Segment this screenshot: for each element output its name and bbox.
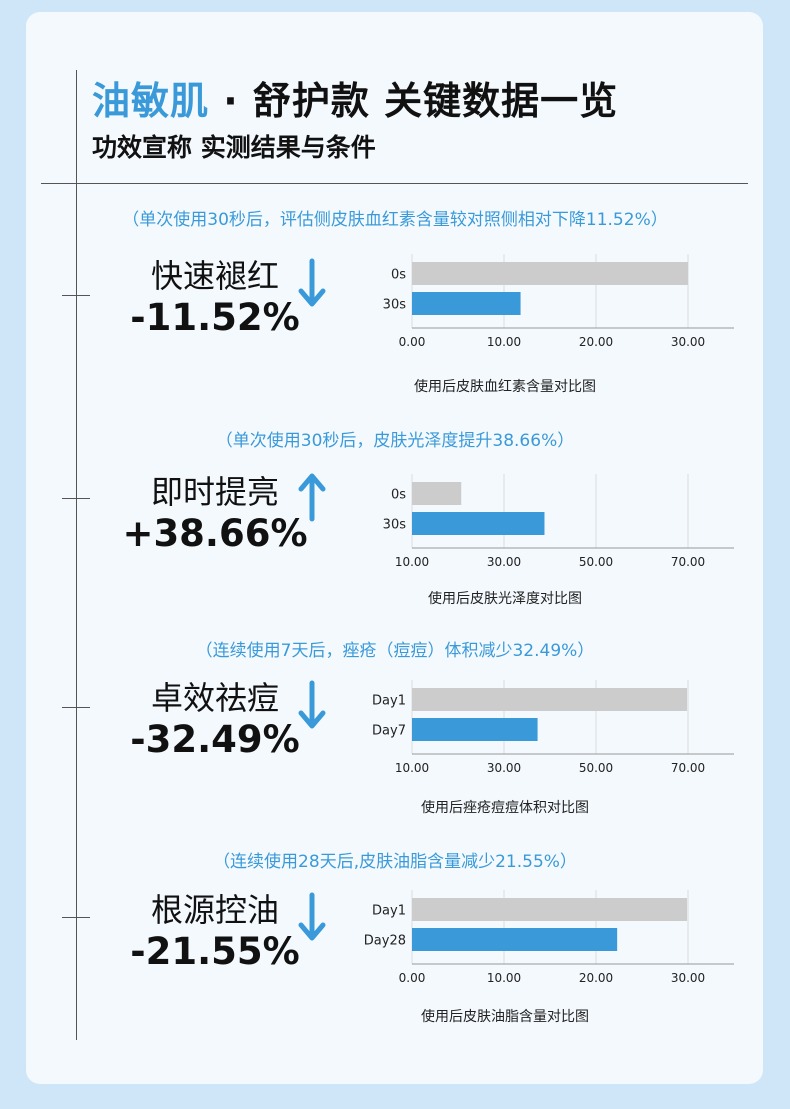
x-tick-label: 30.00 bbox=[671, 335, 705, 349]
timeline-tick bbox=[62, 295, 90, 296]
x-tick-label: 20.00 bbox=[579, 971, 613, 985]
x-tick-label: 20.00 bbox=[579, 335, 613, 349]
category-label: Day1 bbox=[372, 694, 406, 709]
category-label: 0s bbox=[391, 268, 406, 283]
bar bbox=[412, 928, 618, 951]
claim-block: 即时提亮 +38.66% bbox=[120, 472, 310, 556]
claim-title: 快速褪红 bbox=[150, 257, 279, 295]
category-label: Day1 bbox=[372, 904, 406, 919]
claim-title: 根源控油 bbox=[150, 891, 279, 929]
claim-value: -21.55% bbox=[130, 930, 300, 973]
x-tick-label: 0.00 bbox=[399, 335, 426, 349]
up-arrow-icon bbox=[298, 473, 326, 522]
claim-value: -32.49% bbox=[130, 718, 300, 761]
timeline-tick bbox=[62, 498, 90, 499]
x-tick-label: 0.00 bbox=[399, 971, 426, 985]
category-label: Day28 bbox=[364, 934, 406, 949]
x-tick-label: 70.00 bbox=[671, 761, 705, 775]
x-tick-label: 70.00 bbox=[671, 555, 705, 569]
page-title: 油敏肌 · 舒护款 关键数据一览 bbox=[92, 70, 618, 125]
chart-caption: 使用后皮肤油脂含量对比图 bbox=[421, 1009, 589, 1025]
bar-chart: 0.00 10.00 20.00 30.00 0s 30s bbox=[383, 254, 734, 349]
claim-value: +38.66% bbox=[122, 512, 308, 555]
bar bbox=[412, 688, 688, 711]
x-tick-label: 30.00 bbox=[671, 971, 705, 985]
bar-chart: 10.00 30.00 50.00 70.00 0s 30s bbox=[383, 474, 734, 569]
x-tick-label: 30.00 bbox=[487, 555, 521, 569]
claim-block: 根源控油 -21.55% bbox=[120, 890, 310, 974]
section-note: （连续使用7天后，痤疮（痘痘）体积减少32.49%） bbox=[195, 641, 595, 661]
category-label: 30s bbox=[383, 298, 407, 313]
bar bbox=[412, 718, 538, 741]
section-note: （连续使用28天后,皮肤油脂含量减少21.55%） bbox=[213, 852, 577, 872]
x-tick-label: 10.00 bbox=[395, 761, 429, 775]
timeline-vertical-line bbox=[76, 70, 77, 1040]
bar bbox=[412, 482, 462, 505]
bar bbox=[412, 898, 688, 921]
down-arrow-icon bbox=[298, 258, 326, 307]
section-note: （单次使用30秒后，评估侧皮肤血红素含量较对照侧相对下降11.52%） bbox=[122, 210, 668, 230]
chart-caption: 使用后皮肤光泽度对比图 bbox=[428, 591, 582, 607]
section-note: （单次使用30秒后，皮肤光泽度提升38.66%） bbox=[215, 431, 575, 451]
bar bbox=[412, 292, 521, 315]
x-tick-label: 10.00 bbox=[487, 335, 521, 349]
title-rest: · 舒护款 关键数据一览 bbox=[209, 79, 619, 123]
category-label: 0s bbox=[391, 488, 406, 503]
x-tick-label: 10.00 bbox=[395, 555, 429, 569]
timeline-tick bbox=[62, 707, 90, 708]
title-accent: 油敏肌 bbox=[92, 79, 210, 123]
down-arrow-icon bbox=[298, 892, 326, 941]
bar bbox=[412, 262, 688, 285]
x-tick-label: 50.00 bbox=[579, 761, 613, 775]
x-tick-label: 50.00 bbox=[579, 555, 613, 569]
page-subtitle: 功效宣称 实测结果与条件 bbox=[92, 133, 376, 162]
timeline-tick bbox=[62, 917, 90, 918]
header-divider bbox=[41, 183, 748, 184]
chart-caption: 使用后痤疮痘痘体积对比图 bbox=[421, 800, 589, 816]
category-label: 30s bbox=[383, 518, 407, 533]
claim-title: 即时提亮 bbox=[150, 473, 279, 511]
category-label: Day7 bbox=[372, 724, 406, 739]
bar bbox=[412, 512, 545, 535]
x-tick-label: 10.00 bbox=[487, 971, 521, 985]
claim-block: 快速褪红 -11.52% bbox=[120, 256, 310, 340]
claim-title: 卓效祛痘 bbox=[150, 679, 279, 717]
claim-block: 卓效祛痘 -32.49% bbox=[120, 678, 310, 762]
down-arrow-icon bbox=[298, 680, 326, 729]
bar-chart: 10.00 30.00 50.00 70.00 Day1 Day7 bbox=[372, 680, 734, 775]
bar-chart: 0.00 10.00 20.00 30.00 Day1 Day28 bbox=[364, 890, 734, 985]
claim-value: -11.52% bbox=[130, 296, 300, 339]
chart-caption: 使用后皮肤血红素含量对比图 bbox=[414, 379, 596, 395]
x-tick-label: 30.00 bbox=[487, 761, 521, 775]
